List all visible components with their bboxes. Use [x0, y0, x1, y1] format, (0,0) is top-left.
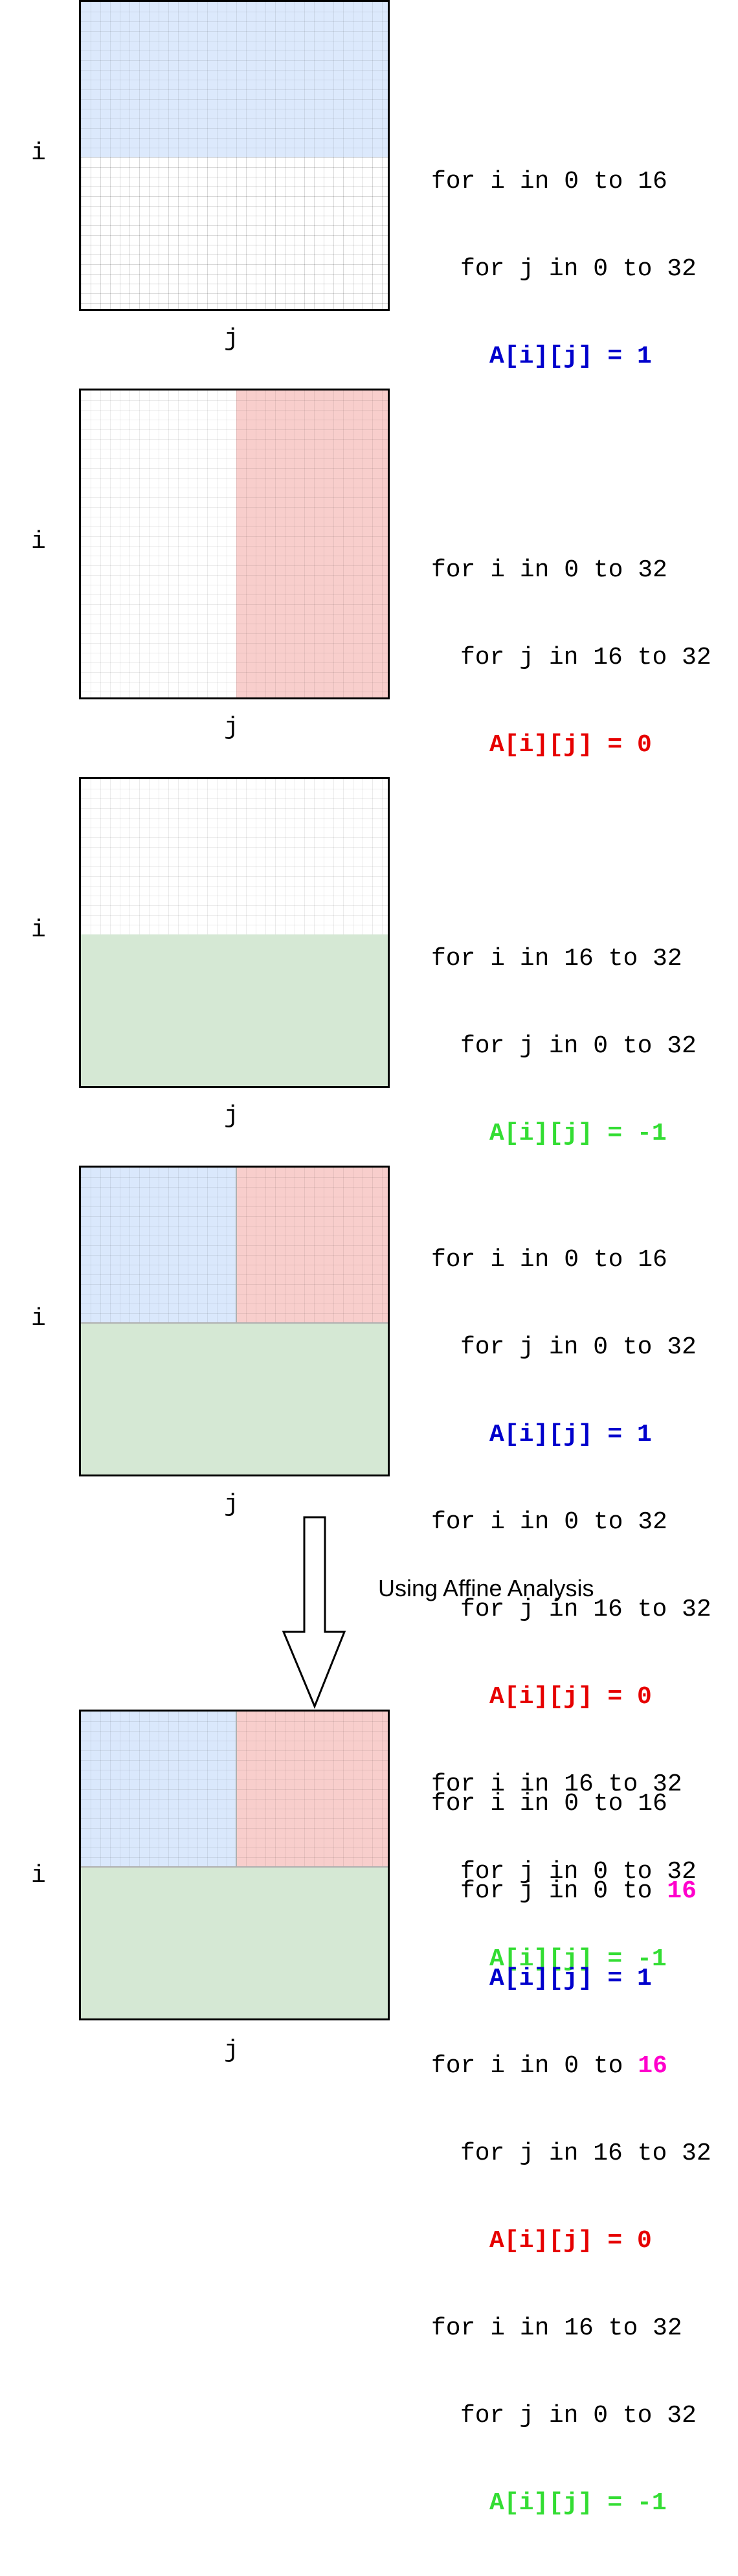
code-line: A[i][j] = 0	[489, 2227, 652, 2255]
region-green	[81, 1867, 388, 2018]
code-line: for i in 0 to 16	[431, 1246, 667, 1274]
axis-label-i: i	[31, 139, 46, 167]
code-line: for i in 0 to 16	[431, 168, 667, 196]
region-green	[81, 1323, 388, 1474]
code-block-5: for i in 0 to 16 for j in 0 to 16 A[i][j…	[431, 1731, 711, 2576]
transform-label: Using Affine Analysis	[378, 1575, 594, 1601]
code-line: for j in 16 to 32	[460, 2140, 711, 2167]
region-blue	[81, 1712, 236, 1867]
array-grid-3	[79, 777, 390, 1088]
axis-label-i: i	[31, 1862, 46, 1890]
region-blue	[81, 2, 388, 157]
region-green	[81, 934, 388, 1086]
region-blue	[81, 1168, 236, 1323]
code-line: A[i][j] = -1	[489, 1120, 667, 1147]
down-arrow-icon	[282, 1516, 346, 1709]
axis-label-i: i	[31, 1305, 46, 1333]
array-grid-2	[79, 389, 390, 699]
code-line: A[i][j] = 0	[489, 1683, 652, 1711]
axis-label-j: j	[224, 714, 239, 741]
array-grid-4	[79, 1166, 390, 1476]
code-line: for j in 16 to 32	[460, 644, 711, 672]
code-text: for i in 0 to	[431, 2052, 638, 2080]
region-red	[236, 390, 388, 697]
code-line: A[i][j] = 1	[489, 343, 652, 370]
region-red	[236, 1168, 388, 1323]
code-line: A[i][j] = 0	[489, 731, 652, 759]
code-line: for j in 0 to 32	[460, 2402, 697, 2430]
code-text: for j in 0 to	[460, 1877, 667, 1905]
code-line: for i in 16 to 32	[431, 945, 682, 973]
axis-label-i: i	[31, 916, 46, 944]
code-line: for i in 0 to 32	[431, 556, 667, 584]
code-line: for j in 0 to 32	[460, 255, 697, 283]
code-line: for i in 0 to 16	[431, 2051, 711, 2081]
code-line: for j in 0 to 32	[460, 1032, 697, 1060]
axis-label-j: j	[224, 325, 239, 353]
axis-label-j: j	[224, 2037, 239, 2064]
code-line: for i in 0 to 32	[431, 1508, 667, 1536]
code-line: A[i][j] = -1	[489, 1945, 667, 1973]
code-line: for i in 16 to 32	[431, 1770, 682, 1798]
axis-label-i: i	[31, 528, 46, 556]
region-red	[236, 1712, 388, 1867]
code-block-2: for i in 0 to 32 for j in 16 to 32 A[i][…	[431, 497, 711, 818]
highlighted-bound: 16	[667, 1877, 697, 1905]
code-block-1: for i in 0 to 16 for j in 0 to 32 A[i][j…	[431, 109, 697, 429]
code-line: for j in 0 to 32	[460, 1858, 697, 1886]
code-line: for i in 0 to 16	[431, 1790, 667, 1818]
code-block-4: for i in 0 to 16 for j in 0 to 32 A[i][j…	[431, 1187, 711, 2032]
code-line: A[i][j] = 1	[489, 1421, 652, 1449]
code-line: for j in 16 to 32	[460, 1596, 711, 1623]
code-line: for i in 16 to 32	[431, 2314, 682, 2342]
array-grid-5	[79, 1710, 390, 2020]
axis-label-j: j	[224, 1102, 239, 1130]
code-line: for j in 0 to 16	[431, 1877, 711, 1906]
array-grid-1	[79, 0, 390, 311]
axis-label-j: j	[224, 1491, 239, 1519]
code-line: A[i][j] = 1	[489, 1965, 652, 1993]
code-line: A[i][j] = -1	[489, 2489, 667, 2517]
code-block-3: for i in 16 to 32 for j in 0 to 32 A[i][…	[431, 886, 697, 1206]
highlighted-bound: 16	[638, 2052, 667, 2080]
code-line: for j in 0 to 32	[460, 1333, 697, 1361]
